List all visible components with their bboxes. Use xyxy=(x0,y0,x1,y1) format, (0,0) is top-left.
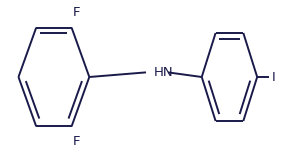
Text: F: F xyxy=(72,6,80,19)
Text: F: F xyxy=(72,135,80,148)
Text: HN: HN xyxy=(154,66,174,79)
Text: I: I xyxy=(272,71,276,83)
